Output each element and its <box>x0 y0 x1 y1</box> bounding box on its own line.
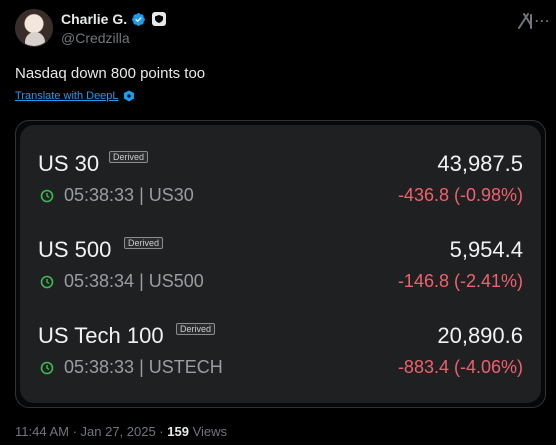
quote-symbol: US 500 <box>38 237 112 262</box>
author-name-row: Charlie G. <box>61 11 167 27</box>
quote-time: 05:38:33 | US30 <box>64 185 194 205</box>
quote-row: US 500 Derived 5,954.4 05:38:34 | US500 … <box>38 237 523 309</box>
clock-icon <box>40 275 54 289</box>
quotes-panel: US 30 Derived 43,987.5 05:38:33 | US30 -… <box>20 125 541 403</box>
quote-row: US 30 Derived 43,987.5 05:38:33 | US30 -… <box>38 151 523 223</box>
tweet-header: Charlie G. @Credzilla ⋯ <box>15 9 550 49</box>
clock-icon <box>40 189 54 203</box>
more-options-icon[interactable]: ⋯ <box>534 13 551 30</box>
views-count: 159 <box>167 424 189 439</box>
quote-price: 5,954.4 <box>449 237 523 262</box>
author-handle[interactable]: @Credzilla <box>61 30 130 46</box>
quote-change: -146.8 (-2.41%) <box>397 271 523 291</box>
clock-icon <box>40 361 54 375</box>
tweet-timestamp[interactable]: 11:44 AM · Jan 27, 2025 · <box>15 424 168 439</box>
tweet-text: Nasdaq down 800 points too <box>15 65 206 82</box>
derived-tag: Derived <box>124 237 164 249</box>
avatar[interactable] <box>15 9 53 47</box>
quote-row: US Tech 100 Derived 20,890.6 05:38:33 | … <box>38 323 523 395</box>
deepl-icon <box>123 90 134 102</box>
quote-time: 05:38:33 | USTECH <box>64 357 223 377</box>
grok-icon[interactable] <box>515 11 535 31</box>
derived-tag: Derived <box>176 323 216 335</box>
author-name[interactable]: Charlie G. <box>61 11 128 27</box>
quote-price: 43,987.5 <box>437 151 523 176</box>
shield-badge-icon[interactable] <box>152 12 167 26</box>
translate-label[interactable]: Translate with DeepL <box>15 90 119 102</box>
quote-symbol: US Tech 100 <box>38 323 164 348</box>
quote-time: 05:38:34 | US500 <box>64 271 204 291</box>
quote-symbol: US 30 <box>38 151 100 176</box>
quote-change: -436.8 (-0.98%) <box>397 185 523 205</box>
tweet-meta: 11:44 AM · Jan 27, 2025 · 159 Views <box>15 424 227 439</box>
media-card[interactable]: US 30 Derived 43,987.5 05:38:33 | US30 -… <box>15 120 546 408</box>
quote-change: -883.4 (-4.06%) <box>397 357 523 377</box>
derived-tag: Derived <box>109 151 149 163</box>
quote-price: 20,890.6 <box>437 323 523 348</box>
verified-badge-icon[interactable] <box>131 12 146 27</box>
views-label: Views <box>188 424 228 439</box>
translate-link[interactable]: Translate with DeepL <box>15 90 135 102</box>
